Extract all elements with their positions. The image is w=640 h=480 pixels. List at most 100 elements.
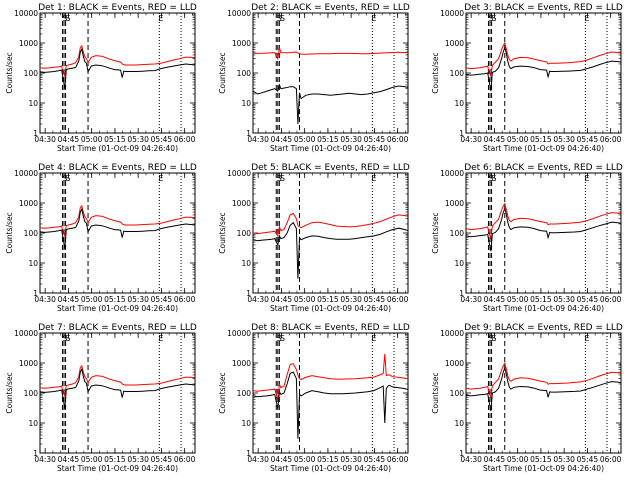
x-tick-label: 04:45 bbox=[271, 455, 293, 464]
panel-title: Det 3: BLACK = Events, RED = LLD bbox=[464, 3, 623, 13]
x-tick-label: 05:00 bbox=[294, 135, 316, 144]
time-marker-s: S bbox=[277, 334, 282, 343]
panel-title: Det 2: BLACK = Events, RED = LLD bbox=[251, 3, 410, 13]
y-tick-label: 100 bbox=[24, 389, 39, 398]
panel-8: Det 8: BLACK = Events, RED = LLD 1 10 100 10… bbox=[218, 323, 410, 473]
y-tick-label: 1 bbox=[246, 289, 251, 298]
y-tick-label: 10 bbox=[454, 99, 464, 108]
panel-7: Det 7: BLACK = Events, RED = LLD 1 10 100 10… bbox=[5, 323, 197, 473]
x-tick-label: 05:00 bbox=[507, 295, 529, 304]
time-marker-e: E bbox=[371, 334, 376, 343]
panel-9: Det 9: BLACK = Events, RED = LLD 1 10 100 10… bbox=[431, 323, 623, 473]
x-axis-label: Start Time (01-Oct-09 04:26:40) bbox=[57, 304, 178, 313]
y-tick-label: 1 bbox=[459, 449, 464, 458]
time-marker-s: S bbox=[65, 14, 70, 23]
y-axis-label: Counts/sec bbox=[5, 52, 14, 93]
y-axis-label: Counts/sec bbox=[218, 372, 227, 413]
series-events-line bbox=[39, 47, 196, 89]
x-tick-label: 05:30 bbox=[127, 135, 149, 144]
x-axis-label: Start Time (01-Oct-09 04:26:40) bbox=[270, 144, 391, 153]
time-marker-e: E bbox=[584, 174, 589, 183]
x-tick-label: 05:30 bbox=[553, 135, 575, 144]
y-tick-label: 1000 bbox=[232, 359, 251, 368]
x-tick-label: 05:15 bbox=[530, 135, 552, 144]
x-tick-label: 05:00 bbox=[507, 135, 529, 144]
x-tick-label: 05:00 bbox=[507, 455, 529, 464]
panel-title: Det 5: BLACK = Events, RED = LLD bbox=[251, 163, 410, 173]
x-tick-label: 04:45 bbox=[271, 135, 293, 144]
x-tick-label: 05:45 bbox=[364, 455, 386, 464]
x-tick-label: 05:30 bbox=[340, 455, 362, 464]
y-tick-label: 1000 bbox=[445, 199, 464, 208]
x-axis-label: Start Time (01-Oct-09 04:26:40) bbox=[483, 464, 604, 473]
panel-title: Det 9: BLACK = Events, RED = LLD bbox=[464, 323, 623, 333]
y-tick-label: 100 bbox=[237, 69, 252, 78]
x-tick-label: 05:45 bbox=[577, 295, 599, 304]
series-lld-line bbox=[252, 353, 409, 400]
x-tick-label: 04:30 bbox=[247, 295, 269, 304]
series-events-line bbox=[465, 366, 622, 412]
y-tick-label: 10 bbox=[28, 259, 38, 268]
x-tick-label: 05:45 bbox=[364, 295, 386, 304]
series-events-line bbox=[252, 83, 409, 125]
y-tick-label: 1 bbox=[246, 129, 251, 138]
y-tick-label: 1 bbox=[459, 289, 464, 298]
x-tick-label: 06:00 bbox=[600, 135, 622, 144]
series-events-line bbox=[39, 367, 196, 409]
x-tick-label: 06:00 bbox=[174, 135, 196, 144]
x-tick-label: 04:30 bbox=[460, 295, 482, 304]
x-tick-label: 05:15 bbox=[530, 455, 552, 464]
y-tick-label: 100 bbox=[237, 389, 252, 398]
y-axis-label: Counts/sec bbox=[5, 372, 14, 413]
time-marker-s: S bbox=[62, 174, 67, 183]
y-tick-label: 1000 bbox=[19, 199, 38, 208]
y-axis-label: Counts/sec bbox=[431, 212, 440, 253]
x-tick-label: 06:00 bbox=[387, 135, 409, 144]
y-tick-label: 1000 bbox=[232, 199, 251, 208]
x-tick-label: 06:00 bbox=[174, 295, 196, 304]
y-axis-label: Counts/sec bbox=[218, 52, 227, 93]
y-tick-label: 10 bbox=[28, 99, 38, 108]
time-marker-s: S bbox=[277, 174, 282, 183]
x-tick-label: 05:30 bbox=[340, 295, 362, 304]
x-tick-label: 05:45 bbox=[577, 455, 599, 464]
time-marker-s: S bbox=[280, 14, 285, 23]
y-tick-label: 10 bbox=[454, 259, 464, 268]
x-tick-label: 04:45 bbox=[58, 135, 80, 144]
series-events-line bbox=[252, 221, 409, 279]
y-tick-label: 10 bbox=[241, 99, 251, 108]
time-marker-s: S bbox=[280, 334, 285, 343]
x-tick-label: 04:30 bbox=[460, 135, 482, 144]
x-tick-label: 06:00 bbox=[387, 455, 409, 464]
panel-title: Det 1: BLACK = Events, RED = LLD bbox=[38, 3, 197, 13]
x-tick-label: 04:45 bbox=[484, 295, 506, 304]
y-axis-label: Counts/sec bbox=[5, 212, 14, 253]
x-tick-label: 05:00 bbox=[81, 135, 103, 144]
x-tick-label: 04:30 bbox=[460, 455, 482, 464]
x-tick-label: 05:15 bbox=[104, 135, 126, 144]
x-tick-label: 05:00 bbox=[294, 455, 316, 464]
panel-title: Det 7: BLACK = Events, RED = LLD bbox=[38, 323, 197, 333]
x-axis-label: Start Time (01-Oct-09 04:26:40) bbox=[57, 144, 178, 153]
x-tick-label: 04:30 bbox=[34, 135, 56, 144]
x-tick-label: 05:15 bbox=[317, 295, 339, 304]
time-marker-s: S bbox=[488, 174, 493, 183]
time-marker-s: S bbox=[488, 14, 493, 23]
x-axis-label: Start Time (01-Oct-09 04:26:40) bbox=[57, 464, 178, 473]
series-lld-line bbox=[252, 212, 409, 238]
series-lld-line bbox=[465, 362, 622, 399]
x-tick-label: 05:15 bbox=[317, 135, 339, 144]
x-tick-label: 05:45 bbox=[151, 295, 173, 304]
y-tick-label: 10 bbox=[241, 259, 251, 268]
time-marker-s: S bbox=[491, 334, 496, 343]
y-tick-label: 10000 bbox=[227, 169, 251, 178]
series-lld-line bbox=[465, 202, 622, 240]
y-tick-label: 10000 bbox=[227, 329, 251, 338]
x-tick-label: 06:00 bbox=[174, 455, 196, 464]
time-marker-s: S bbox=[62, 14, 67, 23]
series-lld-line bbox=[465, 41, 622, 78]
x-tick-label: 05:00 bbox=[81, 455, 103, 464]
x-tick-label: 05:15 bbox=[530, 295, 552, 304]
y-tick-label: 100 bbox=[24, 69, 39, 78]
